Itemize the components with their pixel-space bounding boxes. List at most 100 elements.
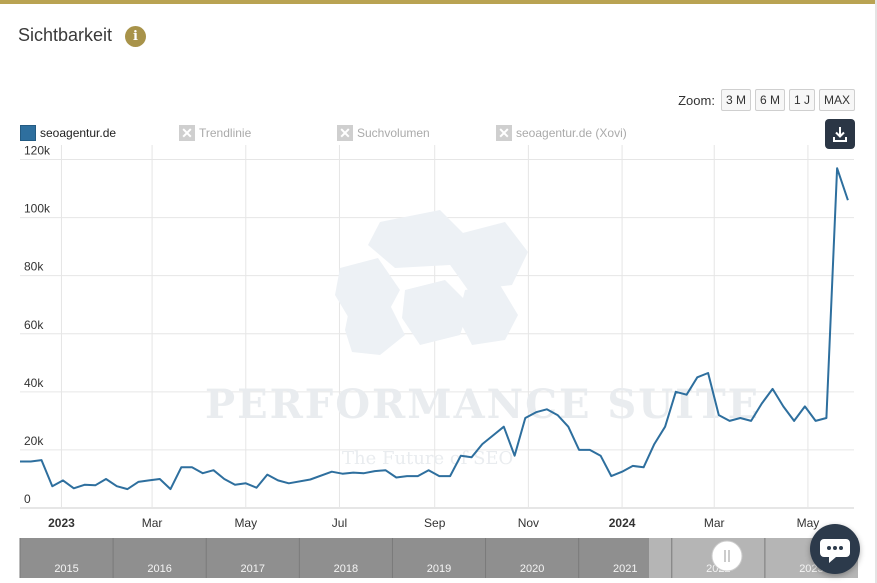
y-tick-label: 0 (24, 492, 31, 506)
data-point (245, 482, 247, 484)
data-point (782, 405, 784, 407)
x-tick-label: 2023 (48, 516, 75, 530)
data-point (610, 475, 612, 477)
data-point (492, 434, 494, 436)
data-point (621, 471, 623, 473)
x-tick-label: Jul (332, 516, 347, 530)
data-point (836, 167, 838, 169)
data-point (514, 455, 516, 457)
data-point (707, 372, 709, 374)
data-point (772, 388, 774, 390)
data-point (428, 469, 430, 471)
data-point (589, 449, 591, 451)
data-point (84, 484, 86, 486)
data-point (524, 417, 526, 419)
data-point (750, 420, 752, 422)
navigator-year-label: 2019 (427, 563, 451, 575)
data-point (546, 408, 548, 410)
data-point (438, 475, 440, 477)
data-point (374, 470, 376, 472)
data-point (127, 488, 129, 490)
data-point (718, 414, 720, 416)
data-point (557, 414, 559, 416)
data-point (578, 449, 580, 451)
data-point (643, 466, 645, 468)
data-point (804, 405, 806, 407)
y-tick-label: 40k (24, 376, 44, 390)
data-point (234, 484, 236, 486)
data-point (395, 477, 397, 479)
data-point (105, 478, 107, 480)
x-axis-labels: 2023 Mar May Jul Sep Nov 2024 Mar May (48, 516, 819, 530)
data-point (664, 426, 666, 428)
watermark-logo-icon (335, 210, 528, 355)
data-point (213, 469, 215, 471)
navigator-year-label: 2015 (54, 563, 78, 575)
data-point (847, 199, 849, 201)
y-tick-label: 80k (24, 260, 44, 274)
data-point (686, 394, 688, 396)
data-point (180, 466, 182, 468)
data-point (288, 482, 290, 484)
data-point (256, 487, 258, 489)
data-point (41, 459, 43, 461)
x-tick-label: Mar (704, 516, 725, 530)
watermark: PERFORMANCE SUITE The Future of SEO (205, 210, 760, 469)
data-point (729, 420, 731, 422)
data-point (471, 456, 473, 458)
y-tick-label: 100k (24, 202, 51, 216)
y-tick-label: 120k (24, 144, 51, 158)
data-point (385, 469, 387, 471)
data-point (417, 475, 419, 477)
data-point (191, 466, 193, 468)
data-point (19, 461, 21, 463)
watermark-title: PERFORMANCE SUITE (205, 381, 760, 428)
data-point (116, 485, 118, 487)
x-tick-label: Mar (142, 516, 163, 530)
data-point (352, 472, 354, 474)
data-point (600, 455, 602, 457)
y-tick-label: 20k (24, 434, 44, 448)
data-point (460, 455, 462, 457)
data-point (406, 475, 408, 477)
navigator-handle-icon (712, 541, 742, 571)
x-tick-label: 2024 (609, 516, 636, 530)
data-point (331, 471, 333, 473)
navigator-year-label: 2017 (241, 563, 265, 575)
data-point (202, 472, 204, 474)
data-point (696, 376, 698, 378)
chat-button[interactable] (810, 524, 860, 574)
data-point (535, 411, 537, 413)
data-point (503, 426, 505, 428)
data-point (309, 479, 311, 481)
navigator-year-label: 2016 (147, 563, 171, 575)
data-point (739, 417, 741, 419)
data-point (137, 481, 139, 483)
data-point (632, 465, 634, 467)
navigator-year-label: 2020 (520, 563, 544, 575)
data-point (159, 478, 161, 480)
data-point (170, 488, 172, 490)
data-point (148, 479, 150, 481)
data-point (481, 443, 483, 445)
chart: PERFORMANCE SUITE The Future of SEO 0 20k… (0, 0, 877, 583)
chat-icon (810, 524, 860, 574)
data-point (73, 487, 75, 489)
data-point (94, 484, 96, 486)
data-point (825, 417, 827, 419)
watermark-subtitle: The Future of SEO (342, 448, 513, 469)
navigator[interactable]: 2015 2016 2017 2018 2019 2020 2021 2022 2023 (20, 538, 858, 578)
data-point (342, 473, 344, 475)
x-tick-label: May (234, 516, 257, 530)
data-point (653, 443, 655, 445)
data-point (277, 479, 279, 481)
x-tick-label: Nov (518, 516, 539, 530)
data-point (793, 420, 795, 422)
data-point (51, 485, 53, 487)
navigator-year-label: 2021 (613, 563, 637, 575)
data-point (449, 475, 451, 477)
data-point (223, 478, 225, 480)
data-point (675, 391, 677, 393)
data-point (567, 426, 569, 428)
data-point (815, 420, 817, 422)
